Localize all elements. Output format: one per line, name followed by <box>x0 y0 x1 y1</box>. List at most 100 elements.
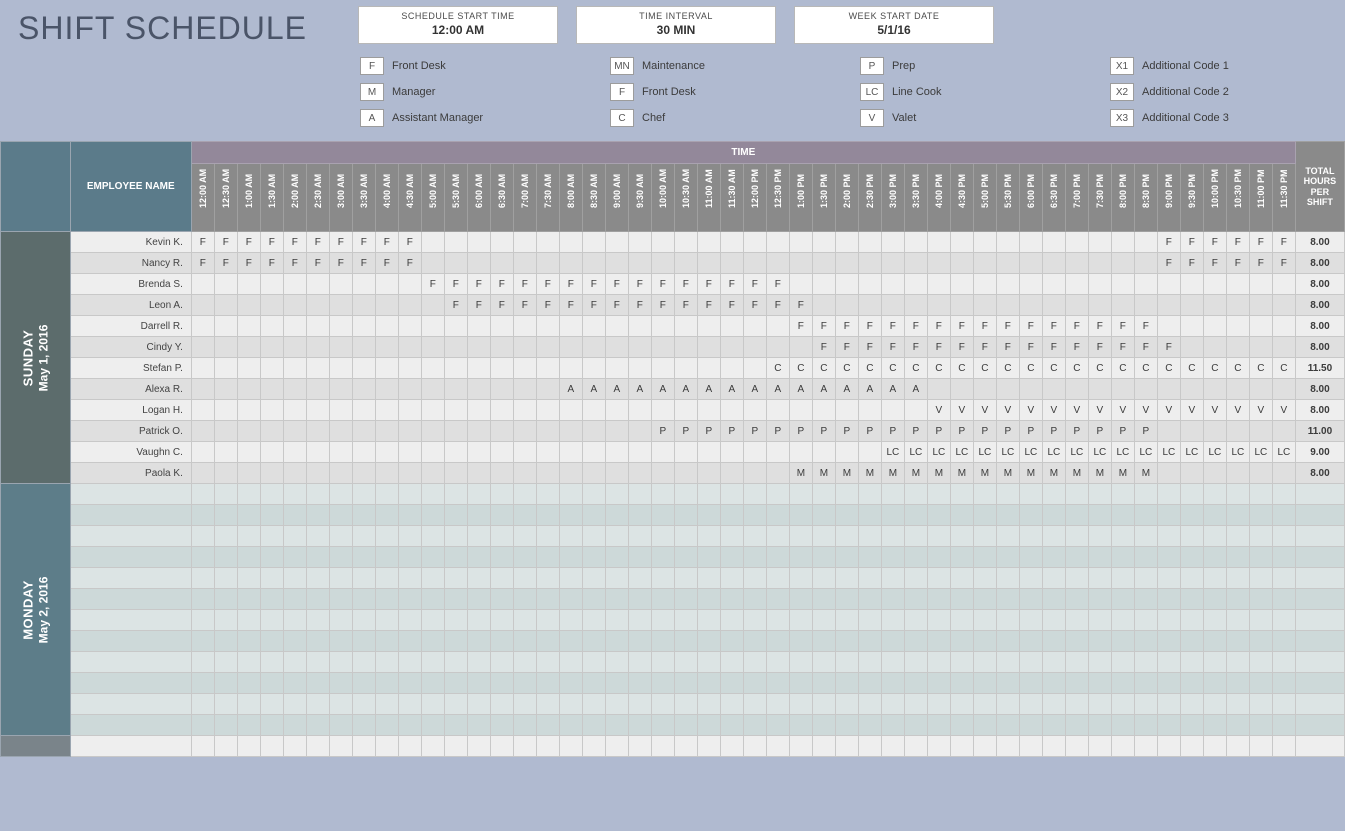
shift-cell[interactable] <box>697 337 720 358</box>
shift-cell[interactable] <box>398 379 421 400</box>
shift-cell[interactable] <box>651 232 674 253</box>
shift-cell[interactable] <box>789 400 812 421</box>
shift-cell[interactable] <box>283 673 306 694</box>
shift-cell[interactable] <box>766 442 789 463</box>
shift-cell[interactable] <box>766 463 789 484</box>
shift-cell[interactable] <box>674 736 697 757</box>
shift-cell[interactable] <box>513 589 536 610</box>
shift-cell[interactable]: F <box>352 232 375 253</box>
shift-cell[interactable]: M <box>950 463 973 484</box>
shift-cell[interactable] <box>191 547 214 568</box>
shift-cell[interactable] <box>1180 610 1203 631</box>
shift-cell[interactable] <box>375 652 398 673</box>
shift-cell[interactable]: M <box>904 463 927 484</box>
shift-cell[interactable] <box>214 673 237 694</box>
shift-cell[interactable] <box>1226 694 1249 715</box>
shift-cell[interactable] <box>1249 463 1272 484</box>
shift-cell[interactable]: F <box>651 295 674 316</box>
shift-cell[interactable] <box>789 736 812 757</box>
shift-cell[interactable] <box>467 400 490 421</box>
shift-cell[interactable] <box>1157 463 1180 484</box>
shift-cell[interactable] <box>536 358 559 379</box>
shift-cell[interactable] <box>214 652 237 673</box>
shift-cell[interactable] <box>444 694 467 715</box>
shift-cell[interactable] <box>674 652 697 673</box>
shift-cell[interactable] <box>1134 673 1157 694</box>
shift-cell[interactable] <box>237 568 260 589</box>
shift-cell[interactable] <box>1065 547 1088 568</box>
shift-cell[interactable] <box>444 442 467 463</box>
shift-cell[interactable] <box>306 400 329 421</box>
shift-cell[interactable] <box>490 379 513 400</box>
shift-cell[interactable] <box>513 421 536 442</box>
shift-cell[interactable] <box>1249 547 1272 568</box>
shift-cell[interactable] <box>237 316 260 337</box>
shift-cell[interactable]: F <box>812 316 835 337</box>
shift-cell[interactable] <box>950 568 973 589</box>
shift-cell[interactable]: C <box>1226 358 1249 379</box>
shift-cell[interactable] <box>375 484 398 505</box>
shift-cell[interactable] <box>283 421 306 442</box>
shift-cell[interactable] <box>329 463 352 484</box>
shift-cell[interactable] <box>260 379 283 400</box>
shift-cell[interactable] <box>398 316 421 337</box>
shift-cell[interactable]: LC <box>881 442 904 463</box>
shift-cell[interactable] <box>812 652 835 673</box>
shift-cell[interactable] <box>927 379 950 400</box>
shift-cell[interactable] <box>858 715 881 736</box>
shift-cell[interactable] <box>352 736 375 757</box>
shift-cell[interactable] <box>1203 589 1226 610</box>
shift-cell[interactable] <box>1157 568 1180 589</box>
shift-cell[interactable]: C <box>904 358 927 379</box>
shift-cell[interactable] <box>858 253 881 274</box>
shift-cell[interactable]: P <box>973 421 996 442</box>
shift-cell[interactable]: F <box>674 274 697 295</box>
shift-cell[interactable]: F <box>1042 337 1065 358</box>
shift-cell[interactable] <box>214 694 237 715</box>
shift-cell[interactable] <box>467 358 490 379</box>
shift-cell[interactable] <box>1088 295 1111 316</box>
shift-cell[interactable] <box>973 379 996 400</box>
shift-cell[interactable] <box>191 589 214 610</box>
shift-cell[interactable] <box>996 379 1019 400</box>
shift-cell[interactable]: F <box>1203 232 1226 253</box>
shift-cell[interactable]: V <box>950 400 973 421</box>
shift-cell[interactable] <box>421 295 444 316</box>
shift-cell[interactable] <box>835 274 858 295</box>
shift-cell[interactable]: F <box>927 337 950 358</box>
shift-cell[interactable] <box>237 526 260 547</box>
shift-cell[interactable] <box>996 652 1019 673</box>
shift-cell[interactable] <box>973 547 996 568</box>
shift-cell[interactable] <box>260 337 283 358</box>
shift-cell[interactable] <box>214 358 237 379</box>
shift-cell[interactable] <box>352 526 375 547</box>
shift-cell[interactable]: F <box>398 253 421 274</box>
shift-cell[interactable] <box>927 253 950 274</box>
shift-cell[interactable] <box>605 400 628 421</box>
shift-cell[interactable] <box>513 316 536 337</box>
shift-cell[interactable] <box>605 463 628 484</box>
shift-cell[interactable]: P <box>1111 421 1134 442</box>
shift-cell[interactable] <box>743 631 766 652</box>
shift-cell[interactable] <box>237 505 260 526</box>
shift-cell[interactable]: F <box>697 295 720 316</box>
shift-cell[interactable] <box>1042 526 1065 547</box>
shift-cell[interactable]: F <box>1249 253 1272 274</box>
shift-cell[interactable] <box>582 442 605 463</box>
shift-cell[interactable] <box>651 715 674 736</box>
shift-cell[interactable] <box>651 400 674 421</box>
shift-cell[interactable] <box>720 610 743 631</box>
shift-cell[interactable] <box>605 337 628 358</box>
shift-cell[interactable] <box>835 505 858 526</box>
shift-cell[interactable] <box>1249 715 1272 736</box>
shift-cell[interactable]: P <box>1088 421 1111 442</box>
shift-cell[interactable] <box>513 631 536 652</box>
shift-cell[interactable] <box>283 610 306 631</box>
shift-cell[interactable] <box>237 274 260 295</box>
shift-cell[interactable] <box>1226 505 1249 526</box>
shift-cell[interactable] <box>490 568 513 589</box>
shift-cell[interactable] <box>927 547 950 568</box>
shift-cell[interactable] <box>1019 652 1042 673</box>
shift-cell[interactable] <box>1111 589 1134 610</box>
shift-cell[interactable] <box>1203 652 1226 673</box>
